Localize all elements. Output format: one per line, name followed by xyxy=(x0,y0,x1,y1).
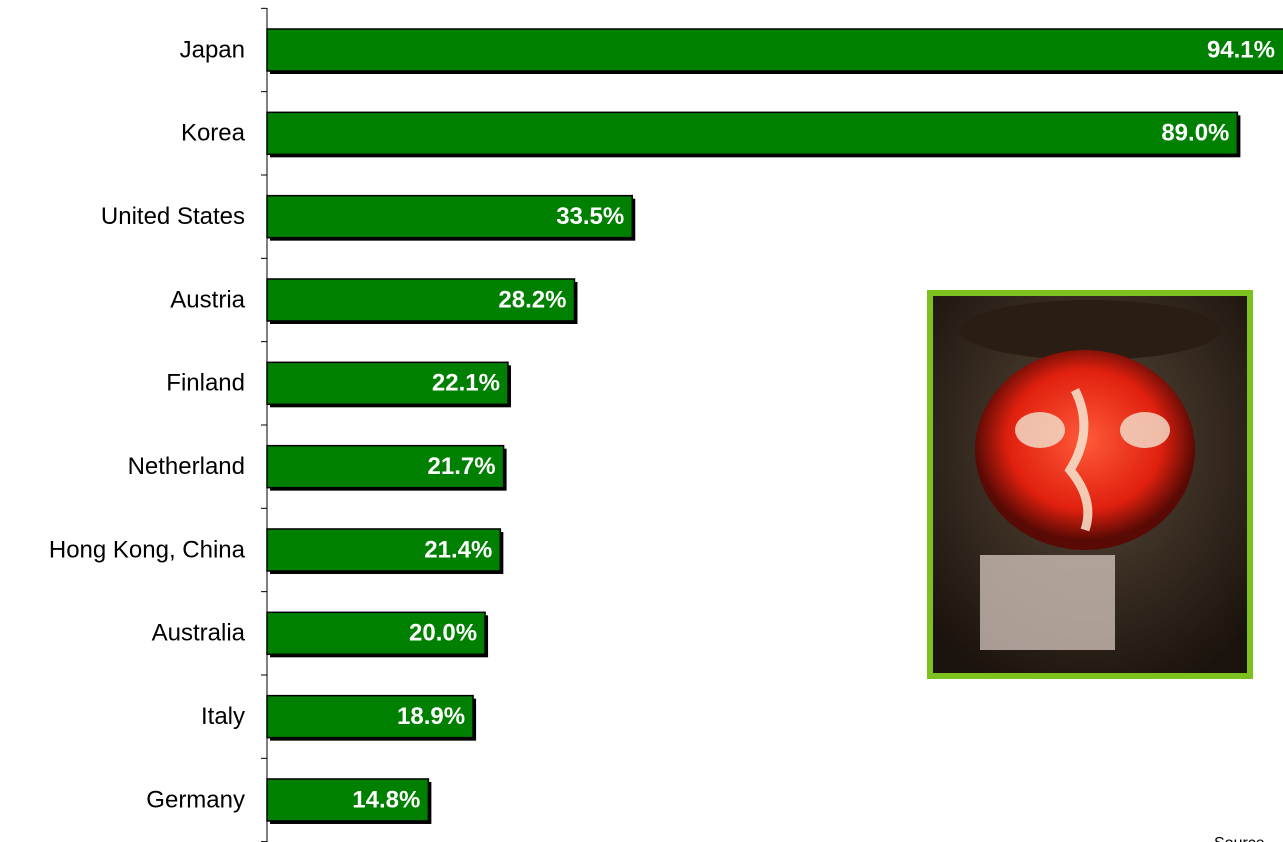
value-label: 33.5% xyxy=(556,203,624,230)
bar xyxy=(266,778,430,822)
bar xyxy=(266,28,1283,72)
value-label: 20.0% xyxy=(409,620,477,647)
category-label: Korea xyxy=(181,120,246,147)
category-label: Japan xyxy=(180,36,245,63)
value-label: 21.7% xyxy=(428,453,496,480)
bar xyxy=(266,444,505,489)
category-label: Hong Kong, China xyxy=(49,536,246,563)
bar xyxy=(266,111,1239,156)
value-label: 18.9% xyxy=(397,703,465,730)
bar xyxy=(266,194,634,239)
category-label: Finland xyxy=(166,370,245,397)
category-label: United States xyxy=(101,203,245,230)
value-label: 89.0% xyxy=(1161,120,1229,147)
photo xyxy=(927,290,1253,679)
value-label: 22.1% xyxy=(432,370,500,397)
category-label: Austria xyxy=(170,286,245,313)
value-label: 14.8% xyxy=(352,786,420,813)
category-label: Italy xyxy=(201,703,245,730)
bar xyxy=(266,694,474,739)
value-label: 28.2% xyxy=(498,286,566,313)
value-label: 21.4% xyxy=(424,536,492,563)
bar xyxy=(266,278,576,322)
category-label: Netherland xyxy=(128,453,245,480)
source-note: Source xyxy=(1214,835,1265,842)
bar xyxy=(266,528,502,572)
category-label: Germany xyxy=(146,786,245,813)
bar xyxy=(266,361,509,406)
category-label: Australia xyxy=(152,620,246,647)
value-label: 94.1% xyxy=(1207,36,1275,63)
bar xyxy=(266,611,486,656)
